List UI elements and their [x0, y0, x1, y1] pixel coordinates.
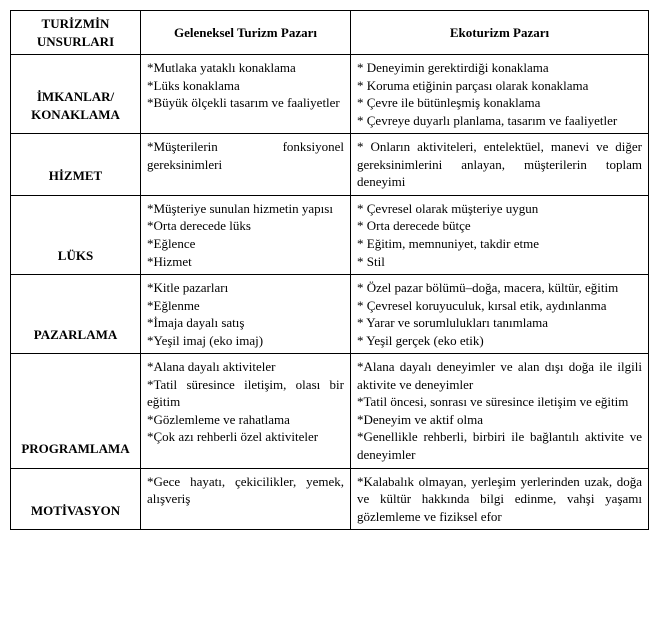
- row-label: HİZMET: [11, 134, 141, 196]
- row-label: İMKANLAR/ KONAKLAMA: [11, 55, 141, 134]
- cell-ecotourism: * Onların aktiviteleri, entelektüel, man…: [351, 134, 649, 196]
- cell-ecotourism: * Özel pazar bölümü–doğa, macera, kültür…: [351, 275, 649, 354]
- table-row: İMKANLAR/ KONAKLAMA*Mutlaka yataklı kona…: [11, 55, 649, 134]
- cell-ecotourism: * Çevresel olarak müşteriye uygun* Orta …: [351, 195, 649, 274]
- header-col0: TURİZMİN UNSURLARI: [11, 11, 141, 55]
- cell-traditional: *Alana dayalı aktiviteler*Tatil süresinc…: [141, 354, 351, 468]
- header-col1: Geleneksel Turizm Pazarı: [141, 11, 351, 55]
- table-row: HİZMET*Müşterilerin fonksiyonel gereksin…: [11, 134, 649, 196]
- cell-traditional: *Müşteriye sunulan hizmetin yapısı*Orta …: [141, 195, 351, 274]
- header-col2: Ekoturizm Pazarı: [351, 11, 649, 55]
- row-label: LÜKS: [11, 195, 141, 274]
- row-label: PROGRAMLAMA: [11, 354, 141, 468]
- cell-ecotourism: *Alana dayalı deneyimler ve alan dışı do…: [351, 354, 649, 468]
- cell-traditional: *Mutlaka yataklı konaklama*Lüks konaklam…: [141, 55, 351, 134]
- table-body: TURİZMİN UNSURLARI Geleneksel Turizm Paz…: [11, 11, 649, 530]
- table-row: MOTİVASYON*Gece hayatı, çekicilikler, ye…: [11, 468, 649, 530]
- cell-traditional: *Kitle pazarları*Eğlenme*İmaja dayalı sa…: [141, 275, 351, 354]
- table-row: LÜKS*Müşteriye sunulan hizmetin yapısı*O…: [11, 195, 649, 274]
- table-header-row: TURİZMİN UNSURLARI Geleneksel Turizm Paz…: [11, 11, 649, 55]
- cell-ecotourism: *Kalabalık olmayan, yerleşim yerlerinden…: [351, 468, 649, 530]
- cell-ecotourism: * Deneyimin gerektirdiği konaklama* Koru…: [351, 55, 649, 134]
- table-row: PAZARLAMA*Kitle pazarları*Eğlenme*İmaja …: [11, 275, 649, 354]
- comparison-table: TURİZMİN UNSURLARI Geleneksel Turizm Paz…: [10, 10, 649, 530]
- cell-traditional: *Gece hayatı, çekicilikler, yemek, alışv…: [141, 468, 351, 530]
- row-label: PAZARLAMA: [11, 275, 141, 354]
- cell-traditional: *Müşterilerin fonksiyonel gereksinimleri: [141, 134, 351, 196]
- table-row: PROGRAMLAMA*Alana dayalı aktiviteler*Tat…: [11, 354, 649, 468]
- row-label: MOTİVASYON: [11, 468, 141, 530]
